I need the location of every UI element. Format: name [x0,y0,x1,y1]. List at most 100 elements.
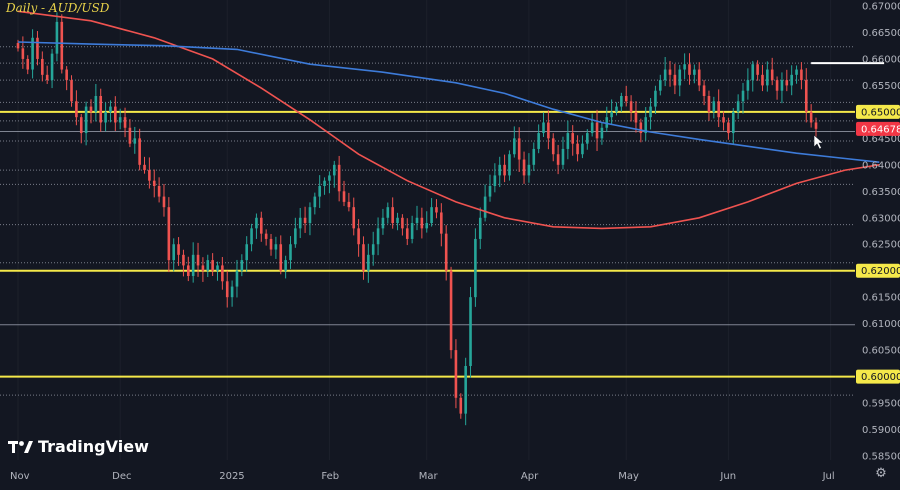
candle-body [590,122,594,134]
candle-body [26,58,30,70]
candle-body [551,138,555,155]
candle-body [298,217,302,229]
price-badges: 0.65000 0.64678 0.62000 0.60000 [856,104,900,384]
candle-body [522,159,526,176]
candle-body [230,286,234,298]
candle-body [814,122,818,129]
candle-body [493,175,497,186]
brand-logo: TradingView [8,437,149,456]
candle-body [459,397,463,414]
candle-body [483,196,487,218]
candle-body [624,96,628,102]
candle-body [804,80,808,112]
x-tick-label: Apr [521,471,539,482]
candles [16,12,818,426]
candle-body [396,217,399,224]
candle-body [756,64,759,75]
candle-body [775,80,779,91]
candle-body [800,69,803,81]
candle-body [503,164,506,176]
candle-body [547,122,550,139]
y-tick-label: 0.66000 [862,54,900,65]
candle-body [367,254,370,271]
candle-body [371,244,375,255]
y-tick-label: 0.59000 [862,425,900,436]
price-badge-label: 0.64678 [861,124,900,135]
x-tick-label: Mar [419,471,439,482]
candle-body [595,122,599,139]
candle-body [561,148,565,165]
candle-body [65,69,68,81]
candle-body [639,122,643,134]
settings-gear-icon[interactable]: ⚙ [875,466,887,481]
candle-body [172,244,176,261]
candle-body [683,64,686,70]
candle-body [118,117,122,123]
moving-average-line [17,10,880,230]
candle-body [488,186,492,197]
candle-body [537,133,540,149]
candle-body [303,217,307,224]
candle-body [727,122,730,134]
price-badge [856,263,900,278]
candle-body [264,233,268,239]
candle-body [211,260,214,271]
candle-body [21,48,25,59]
candle-body [313,196,317,208]
y-tick-label: 0.61500 [862,293,900,304]
candle-body [556,154,560,165]
price-badge [856,121,900,136]
candle-body [581,143,584,155]
candle-body [391,207,394,224]
candle-body [513,138,516,155]
candle-body [702,85,706,96]
candle-body [761,74,764,86]
candle-body [342,191,346,202]
candle-body [663,69,667,81]
candle-body [206,260,210,271]
candle-body [469,297,472,366]
candle-body [328,175,331,181]
candle-body [425,223,429,229]
candle-body [449,270,453,351]
candle-body [157,186,161,197]
candle-body [269,238,273,250]
candle-body [693,69,696,75]
candle-body [707,96,711,112]
candle-body [381,217,385,229]
candle-body [717,101,720,118]
candle-body [308,207,312,224]
candle-body [615,106,618,112]
candle-body [55,21,59,54]
candle-body [478,217,482,239]
candle-body [795,69,798,75]
candle-body [454,350,458,398]
candle-body [790,74,793,86]
candle-body [571,133,575,144]
candle-body [673,74,677,86]
time-axis: Nov Dec 2025 Feb Mar Apr May Jun Jul [10,471,835,482]
candle-body [809,111,813,123]
candle-body [420,217,424,229]
x-tick-label: 2025 [219,471,244,482]
mouse-cursor [813,134,824,150]
price-badge-label: 0.62000 [861,266,900,277]
candle-body [79,117,83,134]
candle-body [187,265,190,276]
candle-body [654,90,657,107]
candle-body [697,69,701,86]
candle-body [177,244,180,255]
candle-body [376,228,380,245]
candle-body [114,106,117,123]
candle-body [444,233,448,271]
candle-body [542,122,545,134]
x-tick-label: Jun [719,471,736,482]
candle-body [610,111,613,118]
candle-body [94,96,98,112]
candle-body [649,106,652,118]
chart-title: Daily - AUD/USD [6,1,110,15]
y-tick-label: 0.67000 [862,2,900,13]
candle-body [605,117,609,128]
